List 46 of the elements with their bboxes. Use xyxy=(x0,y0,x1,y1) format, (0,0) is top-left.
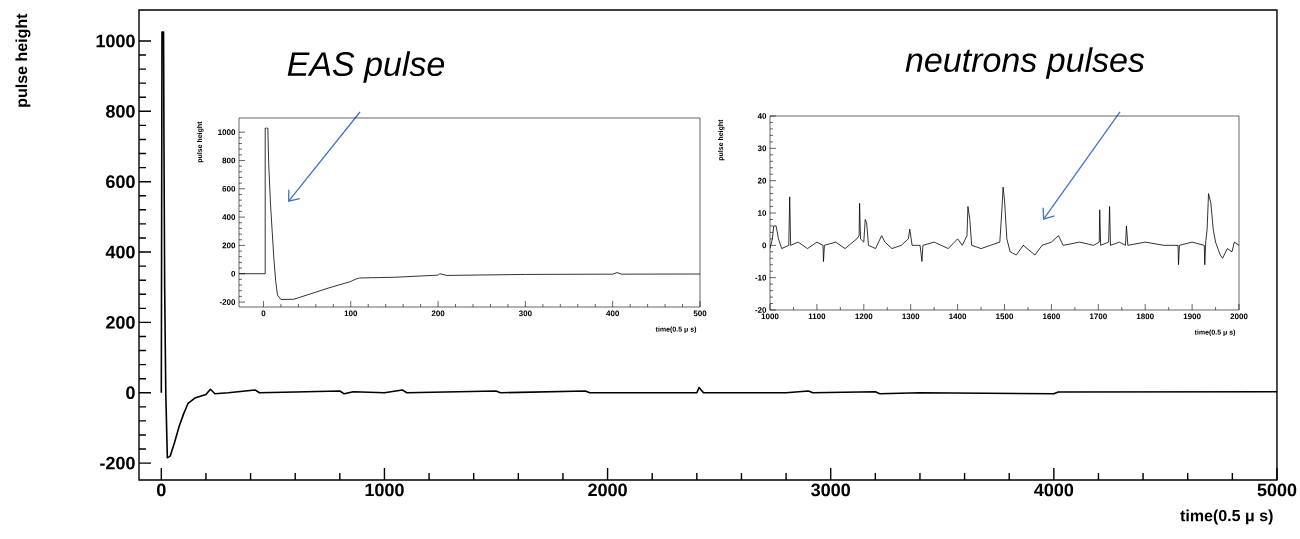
x-tick-label: 1900 xyxy=(1183,313,1201,320)
x-tick-label: 4000 xyxy=(1034,483,1074,497)
y-tick-label: 400 xyxy=(105,245,135,259)
x-tick-label: 1600 xyxy=(1043,313,1060,320)
x-tick-label: 2000 xyxy=(1230,313,1248,320)
y-tick-label: 200 xyxy=(222,242,236,249)
x-tick-label: 1700 xyxy=(1089,313,1107,320)
y-tick-label: 600 xyxy=(106,175,135,189)
x-axis-title: time(0.5 μ s) xyxy=(1180,509,1273,525)
y-tick-label: 0 xyxy=(126,386,135,400)
y-tick-label: 600 xyxy=(222,185,236,192)
y-tick-label: 1000 xyxy=(96,34,135,48)
y-tick-label: 20 xyxy=(757,177,767,184)
y-tick-label: 40 xyxy=(757,113,767,119)
y-tick-label: 800 xyxy=(222,157,236,164)
y-tick-label: -10 xyxy=(755,274,767,281)
y-tick-label: -200 xyxy=(100,456,135,470)
x-tick-label: 5000 xyxy=(1257,483,1297,497)
annotation: neutrons pulses xyxy=(905,47,1145,79)
x-tick-label: 2000 xyxy=(588,483,627,497)
y-tick-label: 0 xyxy=(762,242,767,249)
x-tick-label: 1300 xyxy=(902,313,920,320)
annotation: EAS pulse xyxy=(287,51,445,83)
x-tick-label: 300 xyxy=(518,310,532,317)
x-tick-label: 1400 xyxy=(949,313,967,320)
x-tick-label: 1100 xyxy=(808,313,826,320)
y-tick-label: 30 xyxy=(757,145,767,152)
x-tick-label: 1000 xyxy=(365,483,404,497)
x-tick-label: 500 xyxy=(693,310,707,317)
x-tick-label: 1200 xyxy=(855,313,873,320)
y-tick-label: 10 xyxy=(758,210,767,216)
x-tick-label: 1800 xyxy=(1136,313,1154,320)
x-tick-label: 0 xyxy=(157,483,166,497)
y-axis-title: pulse height xyxy=(15,13,31,107)
y-tick-label: 0 xyxy=(231,270,236,277)
x-tick-label: 200 xyxy=(431,310,445,317)
y-tick-label: 1000 xyxy=(218,129,236,135)
x-tick-label: 0 xyxy=(261,310,266,317)
y-tick-label: -20 xyxy=(755,307,767,313)
x-tick-label: 100 xyxy=(344,310,358,317)
x-tick-label: 400 xyxy=(606,310,620,317)
x-tick-label: 3000 xyxy=(811,483,850,497)
y-tick-label: 800 xyxy=(106,104,135,118)
y-tick-label: -200 xyxy=(219,299,236,305)
y-tick-label: 400 xyxy=(222,214,236,220)
x-tick-label: 1500 xyxy=(996,313,1014,320)
